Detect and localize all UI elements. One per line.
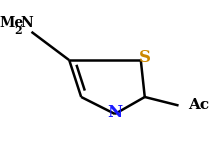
Text: 2: 2	[14, 25, 22, 36]
Text: S: S	[139, 49, 151, 66]
Text: N: N	[107, 104, 122, 121]
Text: Me: Me	[0, 16, 24, 30]
Text: Ac: Ac	[189, 99, 210, 113]
Text: N: N	[20, 16, 33, 30]
